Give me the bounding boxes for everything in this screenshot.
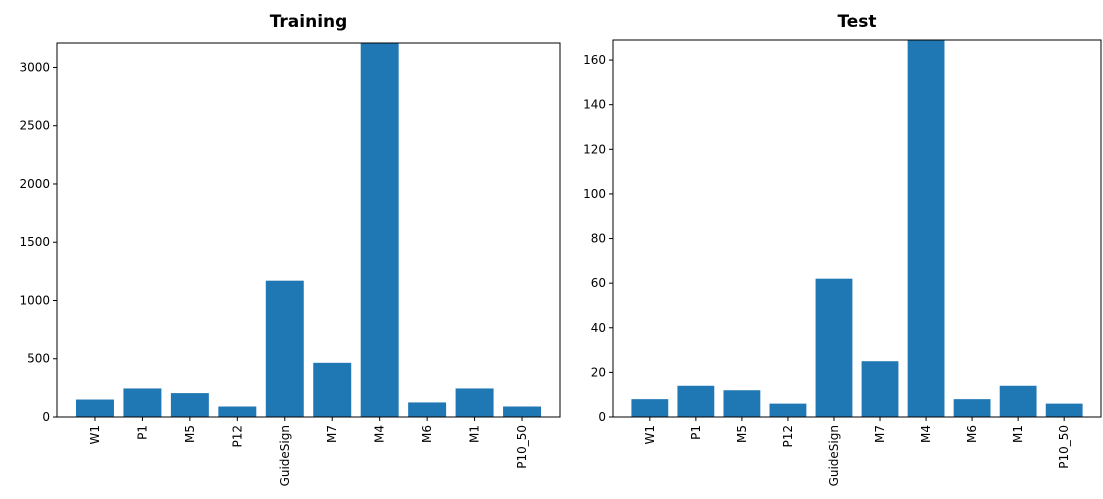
training-xtick-label: W1 bbox=[88, 425, 102, 445]
training-axes-frame bbox=[56, 42, 561, 418]
test-xtick-label: M6 bbox=[965, 425, 979, 443]
training-xtick-label: P10_50 bbox=[515, 425, 529, 469]
training-ytick-label: 2000 bbox=[19, 177, 50, 191]
training-xtick-label: M6 bbox=[420, 425, 434, 443]
training-ytick-label: 3000 bbox=[19, 60, 50, 74]
training-bar-m4 bbox=[360, 43, 399, 417]
training-ytick-label: 0 bbox=[42, 410, 50, 424]
test-xtick-label: P12 bbox=[781, 425, 795, 448]
test-ytick-label: 100 bbox=[583, 187, 606, 201]
test-xtick-label: W1 bbox=[643, 425, 657, 445]
test-xtick-label: M1 bbox=[1011, 425, 1025, 443]
test-bar-p1 bbox=[677, 385, 715, 417]
test-ytick-label: 20 bbox=[591, 365, 606, 379]
training-bar-m7 bbox=[313, 362, 352, 417]
training-bar-p12 bbox=[218, 406, 257, 417]
training-xtick-label: M4 bbox=[373, 425, 387, 443]
training-xtick-label: GuideSign bbox=[278, 425, 292, 486]
test-ytick-label: 40 bbox=[591, 321, 606, 335]
training-ytick-label: 2500 bbox=[19, 119, 50, 133]
test-bar-w1 bbox=[631, 399, 669, 417]
test-bar-p10_50 bbox=[1045, 403, 1083, 417]
training-ytick-label: 1000 bbox=[19, 293, 50, 307]
test-xtick-label: M7 bbox=[873, 425, 887, 443]
training-bar-p1 bbox=[123, 388, 162, 417]
test-ytick-label: 120 bbox=[583, 142, 606, 156]
training-ytick-label: 1500 bbox=[19, 235, 50, 249]
training-bar-guidesign bbox=[265, 280, 304, 417]
training-bar-m5 bbox=[170, 393, 209, 417]
training-bar-p10_50 bbox=[503, 406, 542, 417]
test-bar-m4 bbox=[907, 40, 945, 417]
training-bar-w1 bbox=[75, 399, 114, 417]
training-xtick-label: P12 bbox=[230, 425, 244, 448]
test-bar-m1 bbox=[999, 385, 1037, 417]
training-xtick-label: P1 bbox=[135, 425, 149, 440]
training-ytick-label: 500 bbox=[27, 352, 50, 366]
test-xtick-label: M4 bbox=[919, 425, 933, 443]
training-bar-m1 bbox=[455, 388, 494, 417]
test-ytick-label: 80 bbox=[591, 232, 606, 246]
test-ytick-label: 0 bbox=[598, 410, 606, 424]
test-xtick-label: M5 bbox=[735, 425, 749, 443]
test-ytick-label: 160 bbox=[583, 53, 606, 67]
test-bar-guidesign bbox=[815, 278, 853, 417]
test-axes-frame bbox=[612, 39, 1102, 418]
training-chart-title: Training bbox=[270, 12, 348, 32]
test-ytick-label: 60 bbox=[591, 276, 606, 290]
training-xtick-label: M1 bbox=[468, 425, 482, 443]
training-bar-m6 bbox=[408, 402, 447, 417]
training-xtick-label: M5 bbox=[183, 425, 197, 443]
test-chart-title: Test bbox=[837, 12, 876, 32]
test-xtick-label: P1 bbox=[689, 425, 703, 440]
test-chart: 0 20 40 60 80 100 120 140 160 W1 P1 M5 P12 GuideSign M… bbox=[583, 12, 1102, 486]
training-chart: 0 500 1000 1500 2000 2500 3000 W1 P1 M5 P12 GuideSi… bbox=[19, 12, 561, 486]
test-bar-p12 bbox=[769, 403, 807, 417]
test-bar-m6 bbox=[953, 399, 991, 417]
test-bar-m5 bbox=[723, 390, 761, 417]
test-ytick-label: 140 bbox=[583, 98, 606, 112]
test-bar-m7 bbox=[861, 361, 899, 417]
test-xtick-label: GuideSign bbox=[827, 425, 841, 486]
training-xtick-label: M7 bbox=[325, 425, 339, 443]
test-xtick-label: P10_50 bbox=[1057, 425, 1071, 469]
